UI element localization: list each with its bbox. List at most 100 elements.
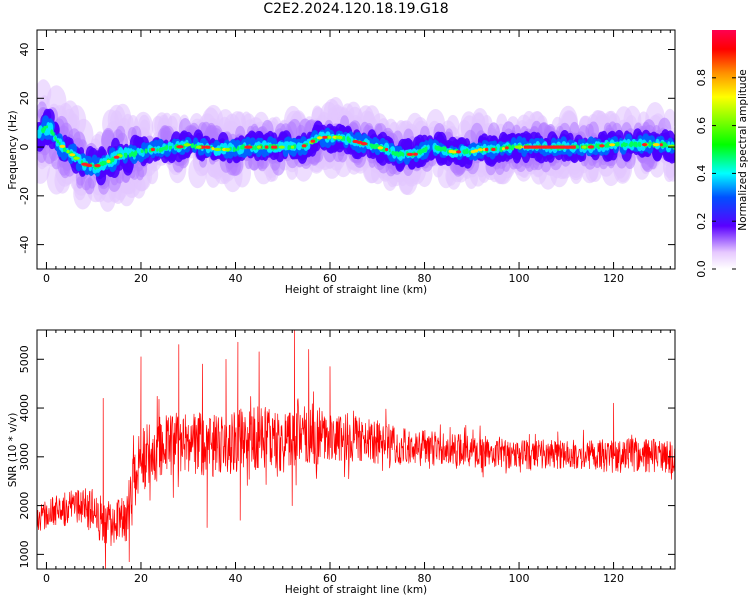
snr-x-tick-label: 120 [603,572,624,585]
spectrogram-cell [118,177,136,207]
spectrogram-frame [36,29,676,270]
spectrogram-x-tick-label: 120 [603,272,624,285]
spectrogram-cell [396,152,400,158]
spectrogram-cell [165,146,168,151]
spectrogram-peak-cell [327,135,332,139]
colorbar-tick: 0.4 [695,165,736,182]
snr-y-tick-label: 2000 [18,492,31,520]
spectrogram-peak-cell [609,143,616,147]
spectrogram-cell [283,141,289,151]
spectrogram-x-tick-label: 0 [43,272,50,285]
spectrogram-cell [140,149,143,153]
spectrogram-cell [237,146,240,151]
spectrogram-cell [441,147,444,151]
spectrogram-cell [634,141,638,147]
spectrogram-peak-cell [316,136,323,140]
spectrogram-cell [663,143,667,148]
spectrogram-peak-cell [94,164,101,168]
spectrogram-panel: 0 20 40 60 80 100 120 -40 -20 0 20 40 Height of st… [7,29,676,296]
spectrogram-cell [158,147,162,153]
snr-y-tick-label: 1000 [18,540,31,568]
spectrogram-cell [510,145,513,150]
spectrogram-peak-cell [224,147,231,152]
spectrogram-peak-cell [385,147,389,152]
snr-x-tick: 40 [228,330,242,585]
spectrogram-cell [156,148,159,152]
spectrogram-cell [421,148,425,153]
spectrogram-cell [616,141,620,147]
spectrogram-cell [135,166,145,181]
snr-x-tick-label: 60 [323,572,337,585]
spectrogram-y-tick: -20 [18,187,675,205]
spectrogram-y-tick: 0 [18,144,675,151]
spectrogram-cell [436,146,438,150]
spectrogram-cell [487,146,491,153]
snr-y-tick-label: 5000 [18,345,31,373]
spectrogram-cell [191,144,194,148]
spectrogram-peak-cell [413,152,418,156]
chart-title: C2E2.2024.120.18.19.G18 [263,1,449,17]
spectrogram-peak-cell [641,143,648,147]
spectrogram-x-tick-label: 100 [509,272,530,285]
snr-x-tick-label: 0 [43,572,50,585]
spectrogram-cell [109,158,113,165]
spectrogram-peak-cell [352,139,359,144]
spectrogram-cell [58,141,61,146]
spectrogram-cell [87,175,97,189]
snr-frame [36,329,676,570]
spectrogram-peak-cell [587,145,594,149]
spectrogram-peak-cell [176,145,184,149]
spectrogram-cell [388,148,391,153]
spectrogram-cell [575,144,578,149]
spectrogram-peak-cell [150,147,155,152]
snr-x-tick: 0 [43,330,50,585]
spectrogram-cell [382,146,385,151]
spectrogram-y-tick-label: -40 [18,236,31,254]
spectrogram-cell [465,150,469,154]
spectrogram-peak-cell [211,147,215,151]
snr-y-tick-label: 3000 [18,443,31,471]
spectrogram-cell [112,157,115,161]
spectrogram-peak-cell [106,159,111,163]
spectrogram-x-tick-label: 20 [134,272,148,285]
spectrogram-cell [648,141,652,147]
spectrogram-peak-cell [278,145,285,149]
spectrogram-y-tick-label: 40 [18,43,31,57]
snr-x-tick-label: 20 [134,572,148,585]
snr-x-tick: 80 [418,330,432,585]
spectrogram-peak-cell [301,144,307,148]
spectrogram-peak-cell [183,143,192,147]
spectrogram-cell [235,148,238,152]
spectrogram-cell [124,152,128,158]
spectrogram-x-axis-label: Height of straight line (km) [285,284,427,296]
spectrogram-cell [663,163,675,183]
snr-y-tick: 4000 [18,394,675,422]
spectrogram-cell [434,145,437,150]
spectrogram-cell [42,129,45,133]
snr-x-tick: 20 [134,330,148,585]
spectrogram-peak-cell [473,149,479,153]
spectrogram-x-tick: 0 [43,30,50,285]
spectrogram-cell [50,129,54,135]
spectrogram-cell [114,158,117,164]
spectrogram-cell [597,143,601,150]
spectrogram-y-tick-label: -20 [18,187,31,205]
spectrogram-cell [606,142,610,148]
spectrogram-peak-cell [264,145,269,149]
spectrogram-peak-cell [652,143,660,147]
spectrogram-peak-cell [86,163,93,168]
spectrogram-peak-cell [196,145,202,149]
spectrogram-peak-cell [290,145,295,149]
spectrogram-cell [132,151,136,158]
spectrogram-peak-cell [581,145,587,149]
spectrogram-y-tick: 40 [18,43,675,57]
snr-y-tick: 3000 [18,443,675,471]
spectrogram-cell [126,147,131,155]
colorbar-tick-label: 0.0 [695,260,708,278]
snr-x-tick-label: 80 [418,572,432,585]
spectrogram-cell [623,142,627,148]
spectrogram-cell [438,146,442,151]
spectrogram-peak-cell [377,146,384,150]
snr-y-tick: 5000 [18,345,675,373]
spectrogram-peak-cell [491,147,496,152]
